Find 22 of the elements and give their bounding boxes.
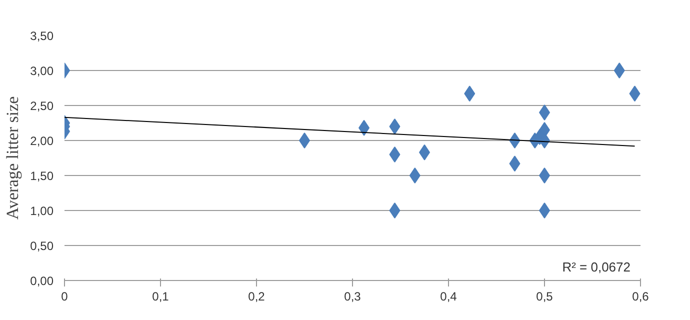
y-tick-label: 2,00 [30,134,54,148]
y-tick-label: 1,50 [30,169,54,183]
x-tick-label: 0,5 [536,290,554,304]
x-tick-label: 0,1 [152,290,170,304]
y-tick-label: 2,50 [30,99,54,113]
y-tick-label: 0,00 [30,274,54,288]
y-tick-label: 3,00 [30,64,54,78]
y-tick-label: 0,50 [30,239,54,253]
annotation: R² = 0,0672 [562,260,630,274]
x-tick-label: 0,2 [248,290,266,304]
point [389,202,400,218]
x-tick-label: 0,4 [440,290,458,304]
point [614,62,625,78]
point [409,168,420,184]
point [389,146,400,162]
x-tick-label: 0,6 [632,290,650,304]
x-tick-label: 0 [61,290,68,304]
y-axis-title: Average litter size [3,96,22,220]
point [389,118,400,134]
y-tick-label: 1,00 [30,204,54,218]
x-tick-label: 0,3 [344,290,362,304]
y-tick-label: 3,50 [30,29,54,43]
